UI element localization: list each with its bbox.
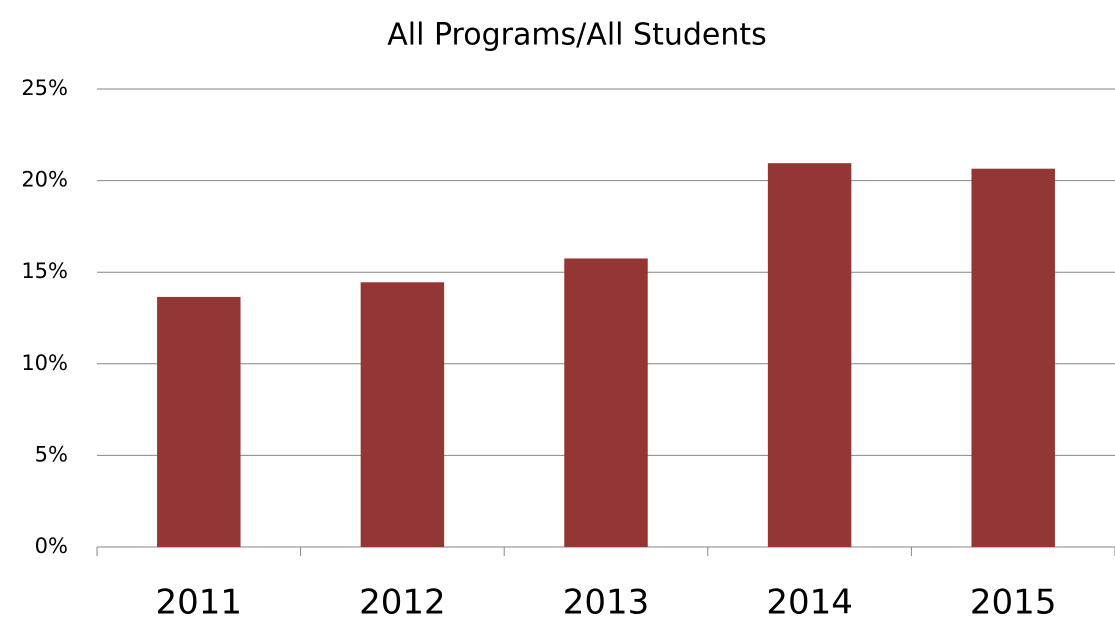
- x-tick-label: 2015: [970, 583, 1057, 621]
- chart-title: All Programs/All Students: [387, 18, 767, 53]
- x-tick-label: 2012: [359, 583, 446, 621]
- x-tick-label: 2011: [156, 583, 243, 621]
- bar: [564, 258, 648, 547]
- x-tick-label: 2013: [563, 583, 650, 621]
- bar: [157, 296, 241, 547]
- bar: [767, 163, 852, 548]
- y-tick-label: 25%: [21, 76, 68, 100]
- bar: [360, 282, 445, 547]
- x-tick-label: 2014: [766, 583, 853, 621]
- y-tick-label: 15%: [21, 259, 68, 283]
- y-tick-label: 10%: [21, 351, 68, 375]
- y-tick-label: 20%: [21, 168, 68, 192]
- y-tick-label: 0%: [35, 534, 68, 558]
- y-tick-label: 5%: [35, 442, 68, 466]
- bar: [971, 168, 1055, 547]
